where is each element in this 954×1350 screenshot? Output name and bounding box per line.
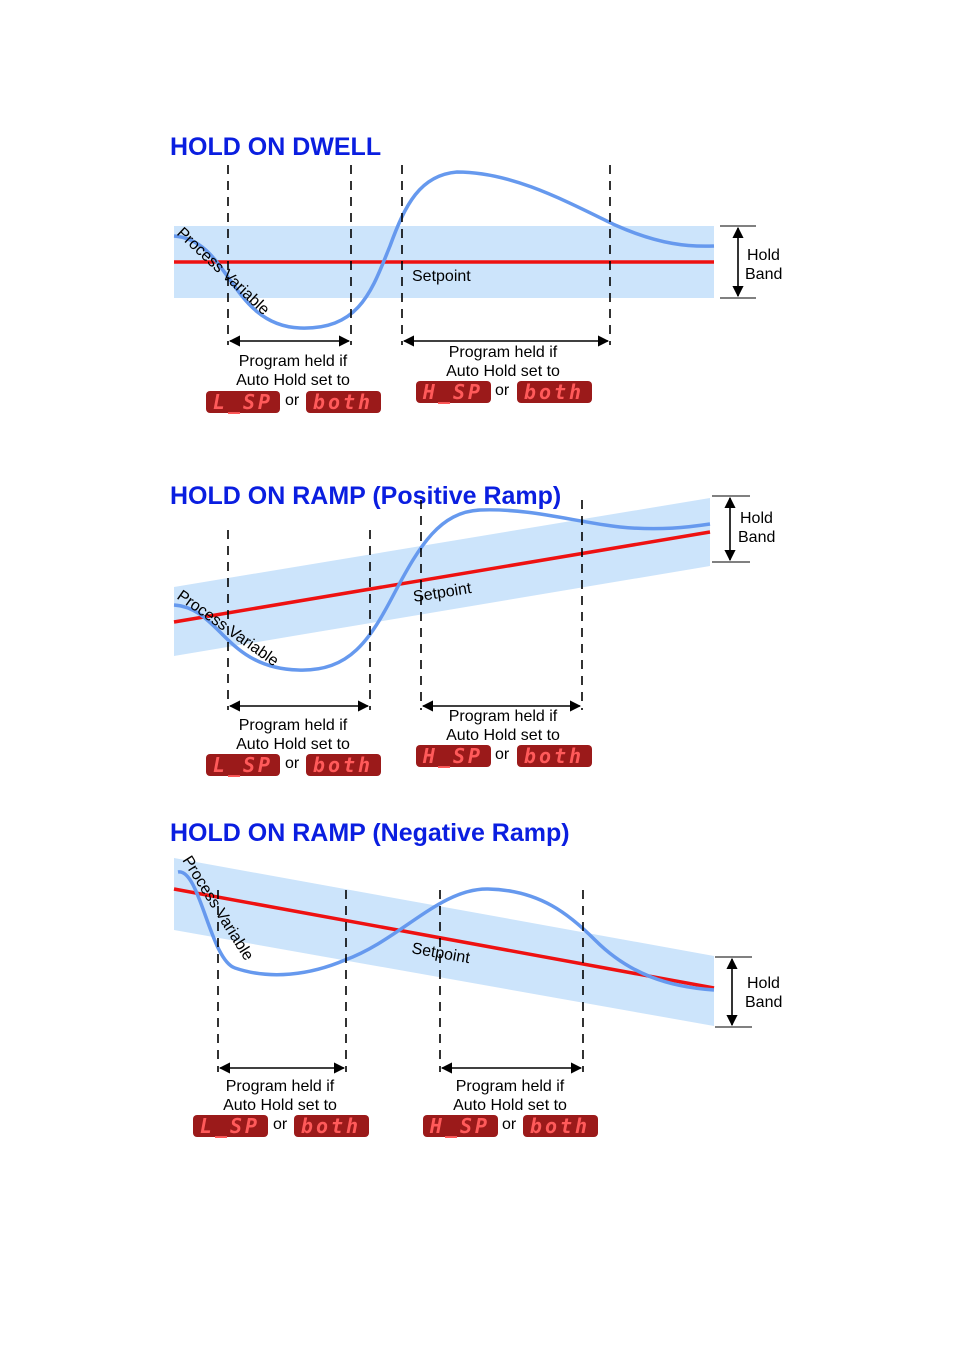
display-code: both xyxy=(530,1114,590,1138)
display-code: both xyxy=(313,753,373,777)
display-code: both xyxy=(313,390,373,414)
held-text-left-line1: Program held if xyxy=(239,717,348,734)
section-title: HOLD ON RAMP (Positive Ramp) xyxy=(170,482,561,510)
hold-band-label: Band xyxy=(738,529,775,546)
or-label: or xyxy=(495,382,510,399)
hold-band-label: Band xyxy=(745,266,782,283)
section-title: HOLD ON RAMP (Negative Ramp) xyxy=(170,819,570,847)
display-code: both xyxy=(524,744,584,768)
section-positive-ramp: HOLD ON RAMP (Positive Ramp) Hold Band S… xyxy=(170,482,775,777)
held-text-right-line2: Auto Hold set to xyxy=(446,363,560,380)
dashed-markers xyxy=(227,165,611,345)
held-text-left-line1: Program held if xyxy=(226,1078,335,1095)
display-both xyxy=(517,381,592,403)
dashed-markers xyxy=(217,890,584,1072)
section-dwell: HOLD ON DWELL Hold Band Setpoint Process… xyxy=(170,133,782,414)
display-both xyxy=(517,745,592,767)
or-label: or xyxy=(495,746,510,763)
display-lsp xyxy=(206,391,280,413)
display-lsp xyxy=(206,754,280,776)
process-variable-curve xyxy=(173,508,711,672)
held-text-right-line2: Auto Hold set to xyxy=(453,1097,567,1114)
display-code: both xyxy=(301,1114,361,1138)
or-label: or xyxy=(273,1116,288,1133)
process-variable-curve xyxy=(177,870,715,992)
held-text-left-line2: Auto Hold set to xyxy=(236,372,350,389)
display-code: H_SP xyxy=(422,380,483,404)
held-text-right-line1: Program held if xyxy=(449,708,558,725)
display-code: L_SP xyxy=(213,753,273,777)
display-both xyxy=(306,391,381,413)
display-both xyxy=(306,754,381,776)
held-text-right-line2: Auto Hold set to xyxy=(446,727,560,744)
hold-band xyxy=(174,858,714,1026)
display-code: both xyxy=(524,380,584,404)
hold-band-label: Hold xyxy=(747,975,780,992)
setpoint-line xyxy=(173,530,711,624)
or-label: or xyxy=(285,392,300,409)
held-text-right-line1: Program held if xyxy=(456,1078,565,1095)
setpoint-line xyxy=(173,887,715,990)
held-text-right-line1: Program held if xyxy=(449,344,558,361)
hold-band-label: Hold xyxy=(740,510,773,527)
display-code: L_SP xyxy=(200,1114,260,1138)
process-variable-curve xyxy=(173,170,715,330)
hold-band-label: Band xyxy=(745,994,782,1011)
display-both xyxy=(294,1115,369,1137)
display-both xyxy=(523,1115,598,1137)
section-title: HOLD ON DWELL xyxy=(170,133,381,161)
display-lsp xyxy=(193,1115,268,1137)
display-hsp xyxy=(423,1115,498,1137)
held-text-left-line2: Auto Hold set to xyxy=(223,1097,337,1114)
display-hsp xyxy=(416,381,491,403)
or-label: or xyxy=(502,1116,517,1133)
display-code: H_SP xyxy=(422,744,483,768)
display-code: H_SP xyxy=(429,1114,490,1138)
display-hsp xyxy=(416,745,491,767)
setpoint-label: Setpoint xyxy=(412,268,471,285)
section-negative-ramp: HOLD ON RAMP (Negative Ramp) Hold Band S… xyxy=(170,819,782,1138)
or-label: or xyxy=(285,755,300,772)
display-code: L_SP xyxy=(213,390,273,414)
dashed-markers xyxy=(227,500,583,710)
held-text-left-line1: Program held if xyxy=(239,353,348,370)
held-text-left-line2: Auto Hold set to xyxy=(236,736,350,753)
hold-band-label: Hold xyxy=(747,247,780,264)
